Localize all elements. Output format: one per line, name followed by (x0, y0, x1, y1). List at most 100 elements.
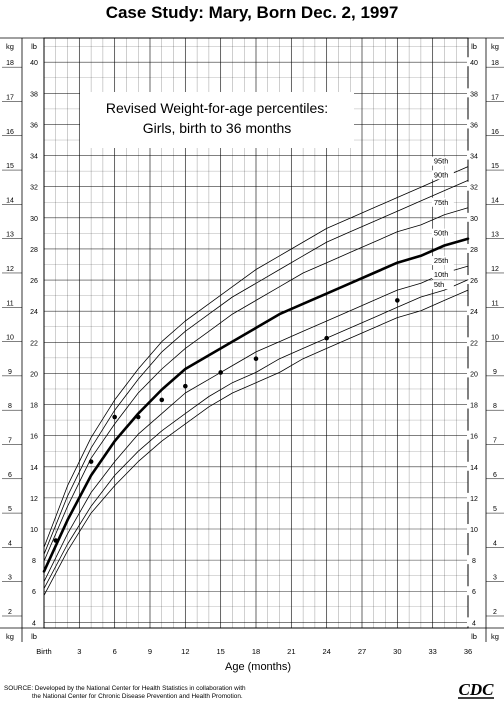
kg-tick-label-right: 11 (491, 300, 498, 307)
patient-measurement-point (183, 383, 188, 389)
percentile-curve-10th (43, 279, 469, 589)
x-tick-label: 27 (358, 647, 366, 656)
kg-tick-label: 6 (8, 472, 12, 479)
percentile-label-10th: 10th (434, 270, 449, 279)
percentile-label-bg (431, 269, 454, 279)
percentile-label-25th: 25th (434, 256, 449, 265)
lb-tick-label-left: 20 (30, 371, 38, 378)
lb-tick-label-bg (467, 399, 481, 409)
source-note-line-2: the National Center for Chronic Disease … (32, 693, 243, 700)
kg-tick-label-right: 5 (493, 506, 497, 513)
kg-tick-label: 14 (6, 197, 14, 204)
lb-tick-label-bg (467, 617, 481, 627)
lb-tick-label-right: 22 (470, 340, 478, 347)
lb-tick-label-left: 10 (30, 527, 38, 534)
kg-tick-label: 16 (6, 129, 14, 136)
kg-tick-label: 11 (6, 300, 13, 307)
percentile-label-75th: 75th (434, 198, 449, 207)
lb-tick-label-bg (467, 430, 481, 440)
chart-subtitle: Girls, birth to 36 months (143, 120, 292, 136)
percentile-label-bg (431, 156, 454, 166)
percentile-label-bg (431, 170, 454, 180)
kg-tick-label-right: 15 (491, 163, 499, 170)
percentile-curve-25th (43, 265, 469, 583)
lb-tick-label-bg (467, 337, 481, 347)
lb-tick-label-bg (467, 212, 481, 222)
patient-measurement-point (88, 459, 94, 464)
patient-measurement-point (218, 370, 223, 375)
patient-measurement-point (395, 298, 400, 303)
lb-tick-label-bg (467, 275, 481, 285)
percentile-curve-95th (43, 166, 469, 548)
lb-tick-label-left: 4 (32, 620, 36, 627)
x-tick-label: 6 (113, 647, 117, 656)
percentile-label-90th: 90th (434, 170, 449, 179)
kg-tick-label: 2 (8, 609, 12, 616)
lb-unit-label-top-right: lb (471, 42, 477, 51)
kg-tick-label: 18 (6, 60, 14, 67)
x-tick-label: 9 (148, 647, 152, 656)
kg-tick-label-right: 6 (493, 472, 497, 479)
lb-tick-label-bg (467, 88, 481, 98)
lb-tick-label-left: 34 (30, 154, 38, 161)
lb-tick-label-bg (467, 586, 481, 596)
percentile-label-bg (431, 256, 454, 266)
x-tick-label: 18 (252, 647, 260, 656)
kg-unit-label-top-right: kg (491, 42, 499, 51)
x-axis-label: Age (months) (225, 661, 291, 673)
patient-points (53, 298, 400, 543)
kg-unit-label-bottom: kg (6, 632, 14, 641)
kg-tick-label: 13 (6, 232, 14, 239)
patient-measurement-point (159, 397, 165, 403)
x-tick-label: 3 (77, 647, 81, 656)
lb-tick-label-left: 36 (30, 122, 38, 129)
kg-tick-label-right: 17 (491, 94, 499, 101)
kg-tick-label: 9 (8, 369, 12, 376)
source-note: SOURCE: Developed by the National Center… (4, 685, 424, 701)
lb-tick-label-bg (467, 492, 481, 502)
kg-tick-label: 17 (6, 94, 14, 101)
kg-tick-label-right: 12 (491, 266, 499, 273)
lb-tick-label-right: 16 (470, 434, 478, 441)
lb-tick-label-bg (467, 524, 481, 534)
lb-tick-label-left: 38 (30, 91, 38, 98)
lb-tick-label-left: 8 (32, 558, 36, 565)
x-tick-label: 21 (287, 647, 295, 656)
lb-tick-label-bg (467, 243, 481, 253)
lb-tick-label-bg (467, 57, 481, 67)
lb-tick-label-bg (27, 492, 41, 502)
lb-unit-label-bottom-right: lb (471, 632, 477, 641)
percentile-curve-5th (43, 289, 469, 596)
lb-tick-label-left: 30 (30, 216, 38, 223)
kg-tick-label-right: 3 (493, 575, 497, 582)
percentile-curve-90th (43, 180, 469, 555)
lb-tick-label-right: 28 (470, 247, 478, 254)
lb-tick-label-right: 18 (470, 403, 478, 410)
x-tick-label: 30 (393, 647, 401, 656)
lb-tick-label-left: 6 (32, 589, 36, 596)
lb-tick-label-bg (27, 119, 41, 129)
kg-unit-label-top: kg (6, 42, 14, 51)
x-tick-label: 24 (322, 647, 330, 656)
lb-tick-label-right: 40 (470, 60, 478, 67)
lb-tick-label-left: 40 (30, 60, 38, 67)
kg-tick-label: 8 (8, 403, 12, 410)
kg-tick-label-right: 10 (491, 335, 499, 342)
lb-tick-label-bg (467, 306, 481, 316)
kg-tick-label: 12 (6, 266, 14, 273)
kg-tick-label: 7 (8, 437, 12, 444)
page-title: Case Study: Mary, Born Dec. 2, 1997 (105, 3, 399, 22)
lb-tick-label-left: 16 (30, 434, 38, 441)
lb-tick-label-bg (27, 555, 41, 565)
cdc-logo-text: CDC (459, 680, 495, 699)
lb-tick-label-bg (27, 243, 41, 253)
chart-title: Revised Weight-for-age percentiles: (106, 100, 328, 116)
lb-tick-label-right: 32 (470, 185, 478, 192)
kg-tick-label-right: 16 (491, 129, 499, 136)
lb-tick-label-bg (27, 181, 41, 191)
kg-tick-label: 5 (8, 506, 12, 513)
lb-tick-label-bg (27, 212, 41, 222)
